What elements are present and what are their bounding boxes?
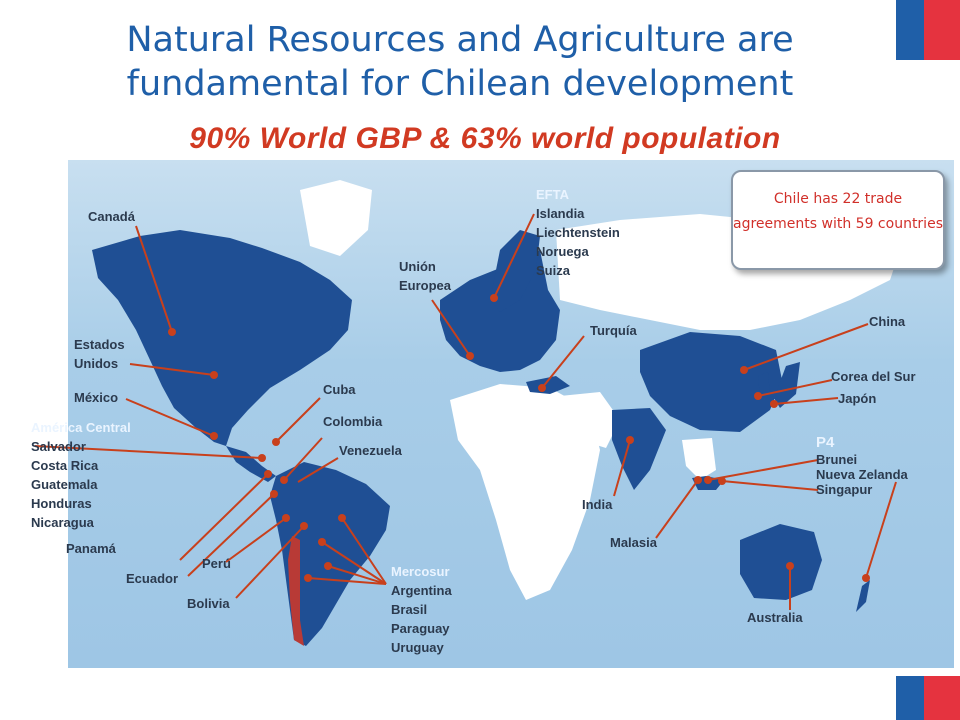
- land-korea: [758, 372, 770, 398]
- label-china: China: [869, 314, 906, 329]
- flag-stripe-red-top: [924, 0, 960, 60]
- land-greenland: [300, 180, 372, 256]
- label-efta: EFTA: [536, 187, 569, 202]
- trade-agreements-callout: Chile has 22 trade agreements with 59 co…: [731, 170, 945, 270]
- label-ecuador: Ecuador: [126, 571, 179, 586]
- label-mexico: México: [74, 390, 119, 405]
- label-bolivia: Bolivia: [187, 596, 230, 611]
- land-australia: [740, 524, 822, 600]
- land-south-america: [270, 462, 390, 646]
- land-new-zealand: [856, 580, 870, 612]
- land-japan: [774, 362, 800, 408]
- label-colombia: Colombia: [323, 414, 383, 429]
- pointer-dots: [168, 294, 870, 582]
- land-central-america: [226, 446, 276, 482]
- label-uruguay: Uruguay: [391, 640, 444, 655]
- label-singapur: Singapur: [816, 482, 873, 497]
- land-africa: [450, 384, 600, 600]
- label-nueva-zelanda: Nueva Zelanda: [816, 467, 908, 482]
- land-scandinavia: [490, 230, 540, 312]
- label-costa-rica: Costa Rica: [31, 458, 99, 473]
- slide-title: Natural Resources and Agriculture are fu…: [126, 20, 794, 104]
- pointer-lines: [34, 213, 897, 610]
- label-paraguay: Paraguay: [391, 621, 450, 636]
- label-p4: P4: [816, 434, 835, 451]
- label-nicaragua: Nicaragua: [31, 515, 94, 530]
- label-turquia: Turquía: [590, 323, 637, 338]
- label-india: India: [582, 497, 613, 512]
- label-mercosur: Mercosur: [391, 564, 450, 579]
- label-venezuela: Venezuela: [339, 443, 402, 458]
- land-india: [612, 408, 666, 490]
- label-islandia: Islandia: [536, 206, 585, 221]
- label-honduras: Honduras: [31, 496, 92, 511]
- label-australia: Australia: [747, 610, 803, 625]
- label-suiza: Suiza: [536, 263, 570, 278]
- label-panama: Panamá: [66, 541, 116, 556]
- slide-subtitle: 90% World GBP & 63% world population: [189, 122, 781, 155]
- land-middle-east: [560, 392, 620, 448]
- label-malasia: Malasia: [610, 535, 657, 550]
- label-liechtenstein: Liechtenstein: [536, 225, 620, 240]
- land-chile: [288, 536, 304, 646]
- label-japon: Japón: [838, 391, 877, 406]
- flag-stripe-red-bottom: [924, 676, 960, 720]
- land-north-america: [92, 230, 352, 446]
- label-peru: Perú: [202, 556, 231, 571]
- label-union-europea: Unión Europea: [399, 259, 452, 293]
- land-turkey: [526, 376, 570, 394]
- label-corea-del-sur: Corea del Sur: [831, 369, 916, 384]
- label-salvador: Salvador: [31, 439, 86, 454]
- label-brasil: Brasil: [391, 602, 428, 617]
- label-america-central: América Central: [31, 420, 131, 435]
- label-guatemala: Guatemala: [31, 477, 98, 492]
- land-southeast-asia: [682, 438, 716, 480]
- flag-stripe-blue-bottom: [896, 676, 924, 720]
- label-cuba: Cuba: [323, 382, 356, 397]
- label-noruega: Noruega: [536, 244, 589, 259]
- label-brunei: Brunei: [816, 452, 858, 467]
- label-canada: Canadá: [88, 209, 135, 224]
- label-argentina: Argentina: [391, 583, 452, 598]
- flag-stripe-blue-top: [896, 0, 924, 60]
- land-china: [640, 332, 782, 432]
- label-estados-unidos: Estados Unidos: [74, 337, 125, 371]
